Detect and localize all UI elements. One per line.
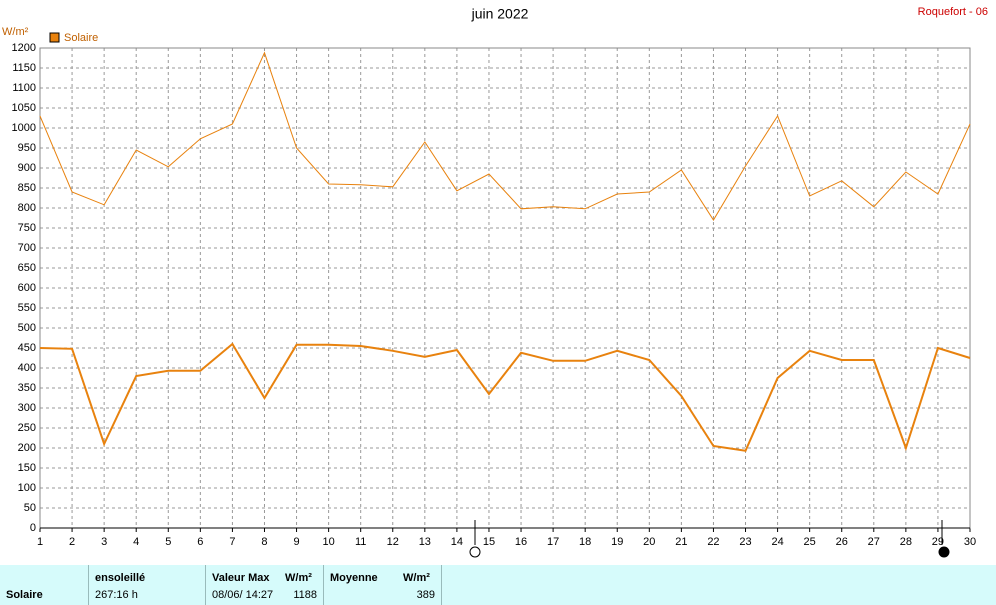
separator <box>323 565 324 605</box>
station-label: Roquefort - 06 <box>918 6 988 18</box>
legend-swatch <box>49 32 60 43</box>
y-tick-label: 800 <box>18 202 36 214</box>
x-tick-label: 13 <box>419 536 431 548</box>
summary-table: ensoleillé Valeur Max W/m² Moyenne W/m² … <box>0 565 996 605</box>
separator <box>88 565 89 605</box>
y-tick-label: 1000 <box>12 122 36 134</box>
x-tick-label: 5 <box>165 536 171 548</box>
y-tick-label: 950 <box>18 142 36 154</box>
x-tick-label: 21 <box>675 536 687 548</box>
x-tick-label: 11 <box>355 536 366 548</box>
y-tick-label: 700 <box>18 242 36 254</box>
x-tick-label: 7 <box>229 536 235 548</box>
y-tick-label: 0 <box>30 522 36 534</box>
x-tick-label: 4 <box>133 536 139 548</box>
x-tick-label: 28 <box>900 536 912 548</box>
separator <box>441 565 442 605</box>
x-tick-label: 14 <box>451 536 463 548</box>
full-moon-icon <box>469 546 481 558</box>
y-tick-label: 450 <box>18 342 36 354</box>
x-tick-label: 22 <box>707 536 719 548</box>
y-tick-label: 300 <box>18 402 36 414</box>
x-tick-label: 26 <box>836 536 848 548</box>
table-header: Moyenne <box>330 572 378 584</box>
x-tick-label: 29 <box>932 536 944 548</box>
y-tick-label: 1150 <box>12 62 36 74</box>
x-tick-label: 19 <box>611 536 623 548</box>
y-tick-label: 850 <box>18 182 36 194</box>
y-tick-label: 150 <box>18 462 36 474</box>
table-cell: 389 <box>416 589 435 601</box>
y-tick-label: 900 <box>18 162 36 174</box>
y-tick-label: 50 <box>24 502 36 514</box>
y-tick-label: 600 <box>18 282 36 294</box>
x-tick-label: 23 <box>739 536 751 548</box>
separator <box>205 565 206 605</box>
x-tick-label: 27 <box>868 536 880 548</box>
x-tick-label: 15 <box>483 536 495 548</box>
y-tick-label: 100 <box>18 482 36 494</box>
y-tick-label: 200 <box>18 442 36 454</box>
table-header: W/m² <box>285 572 312 584</box>
x-tick-label: 2 <box>69 536 75 548</box>
chart-title: juin 2022 <box>471 6 529 22</box>
x-tick-label: 9 <box>293 536 299 548</box>
new-moon-icon <box>938 546 950 558</box>
x-tick-label: 18 <box>579 536 591 548</box>
y-unit: W/m² <box>2 26 29 38</box>
y-tick-label: 1050 <box>12 102 36 114</box>
ticks: 0 50 100 150 200 250 300 350 400 450 500 550 600 650 7… <box>12 42 977 548</box>
series-line <box>39 51 971 221</box>
table-cell: 267:16 h <box>95 589 138 601</box>
table-header: W/m² <box>403 572 430 584</box>
x-tick-label: 25 <box>804 536 816 548</box>
x-tick-label: 24 <box>771 536 783 548</box>
table-header: Valeur Max <box>212 572 270 584</box>
y-tick-label: 500 <box>18 322 36 334</box>
y-tick-label: 350 <box>18 382 36 394</box>
x-tick-label: 20 <box>643 536 655 548</box>
x-tick-label: 17 <box>547 536 559 548</box>
legend-label: Solaire <box>64 32 98 44</box>
x-tick-label: 8 <box>261 536 267 548</box>
x-tick-label: 30 <box>964 536 976 548</box>
table-header: ensoleillé <box>95 572 146 584</box>
table-cell: 1188 <box>293 589 317 601</box>
x-tick-label: 12 <box>387 536 399 548</box>
x-tick-label: 10 <box>322 536 334 548</box>
chart: juin 2022 Roquefort - 06 W/m² 0 50 100 150 2… <box>2 6 988 558</box>
y-tick-label: 400 <box>18 362 36 374</box>
x-tick-label: 16 <box>515 536 527 548</box>
y-tick-label: 750 <box>18 222 36 234</box>
y-tick-label: 550 <box>18 302 36 314</box>
series-line <box>39 342 971 452</box>
y-tick-label: 250 <box>18 422 36 434</box>
table-cell: 08/06/ 14:27 <box>212 589 274 601</box>
x-tick-label: 6 <box>197 536 203 548</box>
y-tick-label: 1100 <box>12 82 36 94</box>
y-tick-label: 650 <box>18 262 36 274</box>
table-row-label: Solaire <box>6 589 43 601</box>
x-tick-label: 1 <box>37 536 43 548</box>
x-tick-label: 3 <box>101 536 107 548</box>
y-tick-label: 1200 <box>12 42 36 54</box>
